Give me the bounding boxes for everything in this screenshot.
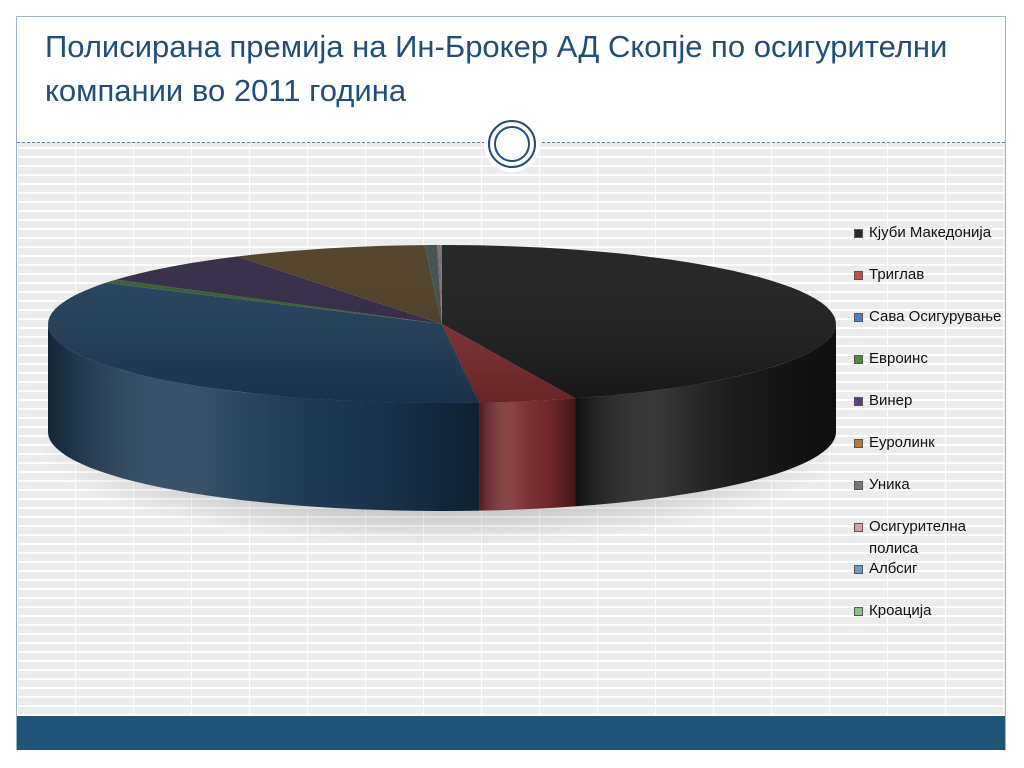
legend-label: Сава Осигурување (869, 308, 1002, 325)
legend-label: Триглав (869, 266, 925, 283)
legend-swatch (854, 565, 863, 574)
legend-label: Евроинс (869, 350, 928, 367)
legend-swatch (854, 523, 863, 532)
legend-label: Албсиг (869, 560, 918, 577)
legend-swatch (854, 481, 863, 490)
pie-side-shade-1 (479, 398, 576, 511)
legend-swatch (854, 229, 863, 238)
legend-swatch (854, 397, 863, 406)
pie-side-shade-2 (48, 324, 480, 511)
legend-label: Уника (869, 476, 910, 493)
ornament-ring (488, 120, 536, 168)
legend-label: Винер (869, 392, 913, 409)
pie-side-shade-0 (575, 324, 836, 507)
legend-swatch (854, 355, 863, 364)
legend-label: Еуролинк (869, 434, 935, 451)
legend-label: Осигурителна полиса (869, 518, 966, 557)
ornament-ring-inner (494, 126, 530, 162)
slide-title: Полисирана премија на Ин-Брокер АД Скопј… (45, 29, 948, 108)
legend-label: Кјуби Македонија (869, 224, 992, 241)
pie-top-sheen (48, 245, 836, 403)
legend-label: Кроација (869, 602, 932, 619)
legend-swatch (854, 271, 863, 280)
bottom-bar (17, 716, 1005, 750)
legend-swatch (854, 439, 863, 448)
legend-swatch (854, 313, 863, 322)
legend-swatch (854, 607, 863, 616)
circle-ornament-icon (484, 116, 540, 172)
